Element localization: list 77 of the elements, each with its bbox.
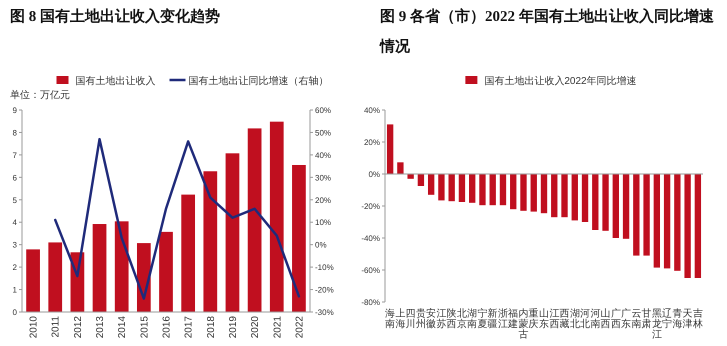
x-tick-label: 河南 — [590, 308, 600, 330]
y-tick-label: 40% — [364, 106, 380, 115]
y2-tick-label: 40% — [315, 150, 332, 160]
y2-tick-label: -10% — [315, 263, 334, 272]
x-tick-label: 湖北 — [570, 308, 580, 330]
legend-label: 国有土地出让同比增速（右轴） — [188, 75, 328, 87]
x-tick-label: 新疆 — [488, 308, 498, 330]
x-tick-label: 海南 — [385, 308, 396, 330]
y2-tick-label: 0% — [315, 240, 327, 250]
y-tick-label: 20% — [364, 138, 380, 147]
y2-tick-label: 30% — [315, 173, 332, 182]
x-tick-label: 陕西 — [446, 308, 457, 330]
chart-title: 图 9 各省（市）2022 年国有土地出让收入同比增速情况 — [380, 7, 715, 57]
x-tick-label: 贵州 — [416, 308, 426, 330]
legend-label: 国有土地出让收入2022年同比增速 — [484, 75, 637, 87]
y-tick-label: 3 — [12, 240, 18, 250]
x-tick-label: 2012 — [72, 316, 84, 338]
y-axis-title: 单位：万亿元 — [10, 89, 70, 101]
x-tick-label: 吉林 — [692, 308, 703, 330]
y2-tick-label: -20% — [315, 286, 334, 295]
x-tick-label: 江苏 — [436, 308, 446, 330]
y2-tick-label: -30% — [315, 308, 334, 317]
x-tick-label: 内蒙古 — [518, 308, 528, 340]
x-tick-label: 2015 — [139, 316, 150, 338]
x-tick-label: 重庆 — [528, 308, 539, 330]
x-tick-label: 湖南 — [467, 308, 478, 330]
y2-tick-label: 50% — [315, 128, 332, 138]
y-tick-label: 5 — [12, 196, 18, 205]
x-tick-label: 2019 — [228, 316, 239, 338]
y-tick-label: 8 — [12, 128, 18, 138]
x-tick-label: 浙江 — [498, 308, 508, 330]
y-tick-label: 0 — [12, 308, 18, 317]
x-tick-label: 广西 — [610, 308, 621, 330]
x-tick-label: 上海 — [395, 308, 406, 330]
x-tick-label: 福建 — [507, 308, 518, 330]
x-tick-label: 辽宁 — [662, 308, 672, 330]
x-tick-label: 天津 — [682, 308, 693, 330]
x-tick-label: 2020 — [250, 316, 262, 338]
x-tick-label: 2013 — [95, 316, 106, 338]
y-tick-label: -80% — [361, 298, 380, 307]
x-tick-label: 2011 — [50, 316, 62, 338]
x-tick-label: 2010 — [28, 316, 40, 338]
x-tick-label: 河北 — [580, 308, 590, 330]
y2-tick-label: 60% — [315, 106, 332, 115]
x-tick-label: 2017 — [184, 316, 195, 338]
x-tick-label: 安徽 — [426, 308, 436, 330]
x-tick-label: 北京 — [456, 308, 467, 330]
y-tick-label: -40% — [361, 234, 380, 243]
y-tick-label: 0% — [368, 170, 380, 179]
y-tick-label: 1 — [12, 286, 18, 295]
x-tick-label: 黑龙江 — [652, 308, 662, 340]
y2-tick-label: 10% — [315, 218, 332, 228]
legend-label: 国有土地出让收入 — [76, 75, 156, 87]
y-tick-label: 6 — [12, 173, 18, 182]
x-tick-label: 山东 — [539, 308, 549, 330]
x-tick-label: 2016 — [162, 316, 172, 338]
x-tick-label: 宁夏 — [477, 308, 488, 330]
x-tick-label: 广东 — [621, 308, 632, 330]
x-tick-label: 2022 — [294, 316, 306, 338]
y-tick-label: 9 — [12, 106, 18, 115]
x-tick-label: 四川 — [406, 308, 416, 330]
y-tick-label: 7 — [12, 150, 18, 160]
x-tick-label: 甘肃 — [642, 308, 652, 330]
y-tick-label: -20% — [361, 202, 380, 211]
x-tick-label: 江西 — [549, 308, 560, 330]
x-tick-label: 2014 — [117, 316, 128, 338]
x-tick-label: 云南 — [631, 308, 642, 330]
x-tick-label: 2021 — [272, 316, 284, 338]
y-tick-label: 2 — [12, 263, 18, 272]
y-tick-label: 4 — [12, 218, 18, 228]
x-tick-label: 西藏 — [560, 308, 570, 330]
x-tick-label: 青海 — [672, 308, 682, 330]
x-tick-label: 2018 — [206, 316, 217, 338]
x-tick-label: 山西 — [600, 308, 611, 330]
y-tick-label: -60% — [361, 266, 380, 275]
chart-title: 图 8 国有土地出让收入变化趋势 — [10, 7, 221, 27]
y2-tick-label: 20% — [315, 196, 332, 205]
